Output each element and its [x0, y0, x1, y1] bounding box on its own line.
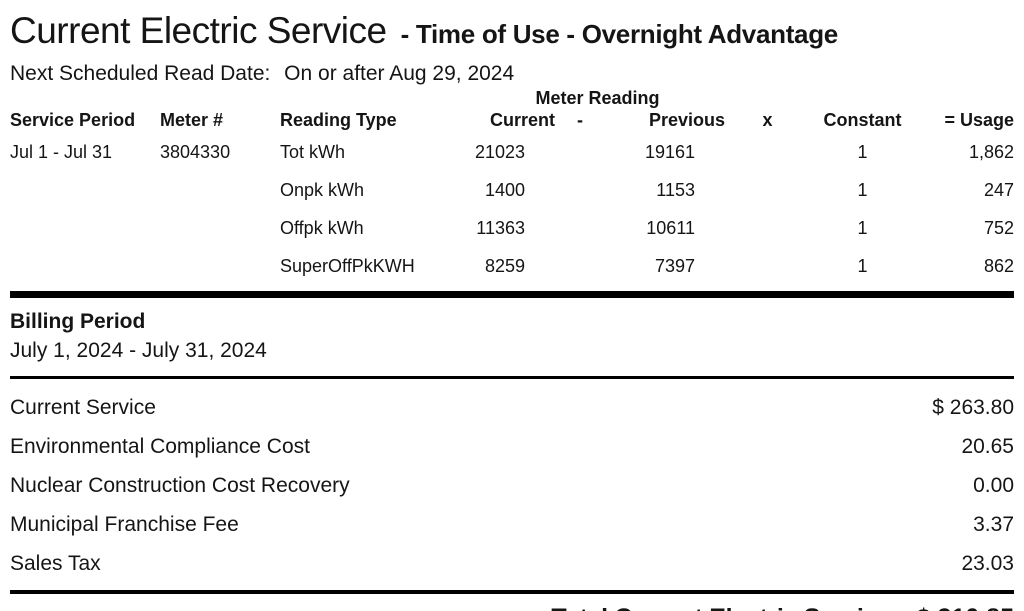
next-read-date-value: On or after Aug 29, 2024: [284, 62, 515, 85]
cell-current: 21023: [474, 142, 525, 162]
cell-meter-number: 3804330: [160, 142, 231, 162]
column-header-usage: = Usage: [944, 110, 1014, 130]
cell-usage: 752: [983, 218, 1014, 238]
billing-period-heading: Billing Period: [10, 310, 146, 333]
page-title: Current Electric Service - Time of Use -…: [10, 10, 1014, 52]
cell-times: [725, 248, 810, 286]
cell-usage: 862: [983, 256, 1014, 276]
cell-constant: 1: [857, 180, 868, 200]
cell-reading-type: SuperOffPkKWH: [280, 256, 415, 276]
total-amount: $ 310.85: [917, 604, 1014, 611]
meter-reading-group-header: Meter Reading: [535, 88, 660, 108]
cell-current: 8259: [484, 256, 525, 276]
column-header-current: Current: [489, 110, 555, 130]
cell-meter-number: [160, 172, 280, 210]
meter-row-superoffpk-kwh: SuperOffPkKWH 8259 7397 1 862: [10, 248, 1014, 286]
meter-reading-group-header-row: Meter Reading: [10, 88, 1014, 110]
charge-row-environmental-compliance: Environmental Compliance Cost 20.65: [10, 428, 1014, 467]
cell-constant: 1: [857, 218, 868, 238]
column-header-service-period: Service Period: [10, 110, 136, 130]
charge-row-nuclear-construction: Nuclear Construction Cost Recovery 0.00: [10, 467, 1014, 506]
cell-minus: [555, 172, 605, 210]
cell-reading-type: Tot kWh: [280, 142, 346, 162]
cell-service-period: [10, 172, 160, 210]
divider-billing-section: [10, 376, 1014, 379]
cell-reading-type: Offpk kWh: [280, 218, 364, 238]
cell-minus: [555, 210, 605, 248]
meter-reading-table: Meter Reading Service Period Meter # Rea…: [10, 88, 1014, 286]
cell-constant: 1: [857, 256, 868, 276]
total-label: Total Current Electric Service: [551, 604, 891, 611]
column-header-times: x: [762, 110, 773, 130]
charge-amount: 20.65: [961, 435, 1014, 458]
column-header-constant: Constant: [823, 110, 902, 130]
meter-row-tot-kwh: Jul 1 - Jul 31 3804330 Tot kWh 21023 191…: [10, 134, 1014, 172]
charge-amount: 0.00: [973, 474, 1014, 497]
column-header-previous: Previous: [648, 110, 725, 130]
column-header-reading-type: Reading Type: [280, 110, 397, 130]
charge-amount: 3.37: [973, 513, 1014, 536]
column-header-minus: -: [577, 110, 583, 130]
charge-row-current-service: Current Service $ 263.80: [10, 389, 1014, 428]
cell-times: [725, 172, 810, 210]
charge-amount: 23.03: [961, 552, 1014, 575]
column-header-meter-number: Meter #: [160, 110, 224, 130]
cell-usage: 1,862: [968, 142, 1014, 162]
charge-amount: $ 263.80: [932, 396, 1014, 419]
charge-row-municipal-franchise: Municipal Franchise Fee 3.37: [10, 506, 1014, 545]
cell-service-period: Jul 1 - Jul 31: [10, 142, 113, 162]
billing-period-section: Billing Period July 1, 2024 - July 31, 2…: [10, 310, 1014, 363]
total-row: Total Current Electric Service $ 310.85: [10, 594, 1014, 611]
charge-row-sales-tax: Sales Tax 23.03: [10, 545, 1014, 584]
cell-current: 11363: [476, 218, 525, 238]
title-subtitle: - Time of Use - Overnight Advantage: [400, 19, 839, 49]
charge-label: Sales Tax: [10, 552, 101, 575]
cell-previous: 10611: [646, 218, 695, 238]
cell-service-period: [10, 248, 160, 286]
divider-meter-section: [10, 291, 1014, 298]
charges-list: Current Service $ 263.80 Environmental C…: [10, 389, 1014, 584]
cell-constant: 1: [857, 142, 868, 162]
charge-label: Municipal Franchise Fee: [10, 513, 239, 536]
next-read-date-label: Next Scheduled Read Date:: [10, 62, 271, 85]
cell-minus: [555, 134, 605, 172]
cell-minus: [555, 248, 605, 286]
divider-total-section: [10, 590, 1014, 594]
cell-meter-number: [160, 248, 280, 286]
charge-label: Nuclear Construction Cost Recovery: [10, 474, 350, 497]
title-main: Current Electric Service: [10, 10, 387, 51]
cell-current: 1400: [484, 180, 525, 200]
cell-previous: 19161: [644, 142, 695, 162]
cell-service-period: [10, 210, 160, 248]
meter-row-offpk-kwh: Offpk kWh 11363 10611 1 752: [10, 210, 1014, 248]
group-header-spacer: [10, 88, 470, 110]
cell-times: [725, 210, 810, 248]
charge-label: Current Service: [10, 396, 156, 419]
cell-times: [725, 134, 810, 172]
billing-period-dates: July 1, 2024 - July 31, 2024: [10, 339, 267, 362]
group-header-spacer: [725, 88, 1014, 110]
next-read-date-line: Next Scheduled Read Date: On or after Au…: [10, 62, 1014, 86]
charge-label: Environmental Compliance Cost: [10, 435, 310, 458]
cell-usage: 247: [983, 180, 1014, 200]
meter-table-header-row: Service Period Meter # Reading Type Curr…: [10, 110, 1014, 134]
cell-previous: 1153: [656, 180, 695, 200]
meter-row-onpk-kwh: Onpk kWh 1400 1153 1 247: [10, 172, 1014, 210]
cell-meter-number: [160, 210, 280, 248]
cell-previous: 7397: [654, 256, 695, 276]
cell-reading-type: Onpk kWh: [280, 180, 365, 200]
